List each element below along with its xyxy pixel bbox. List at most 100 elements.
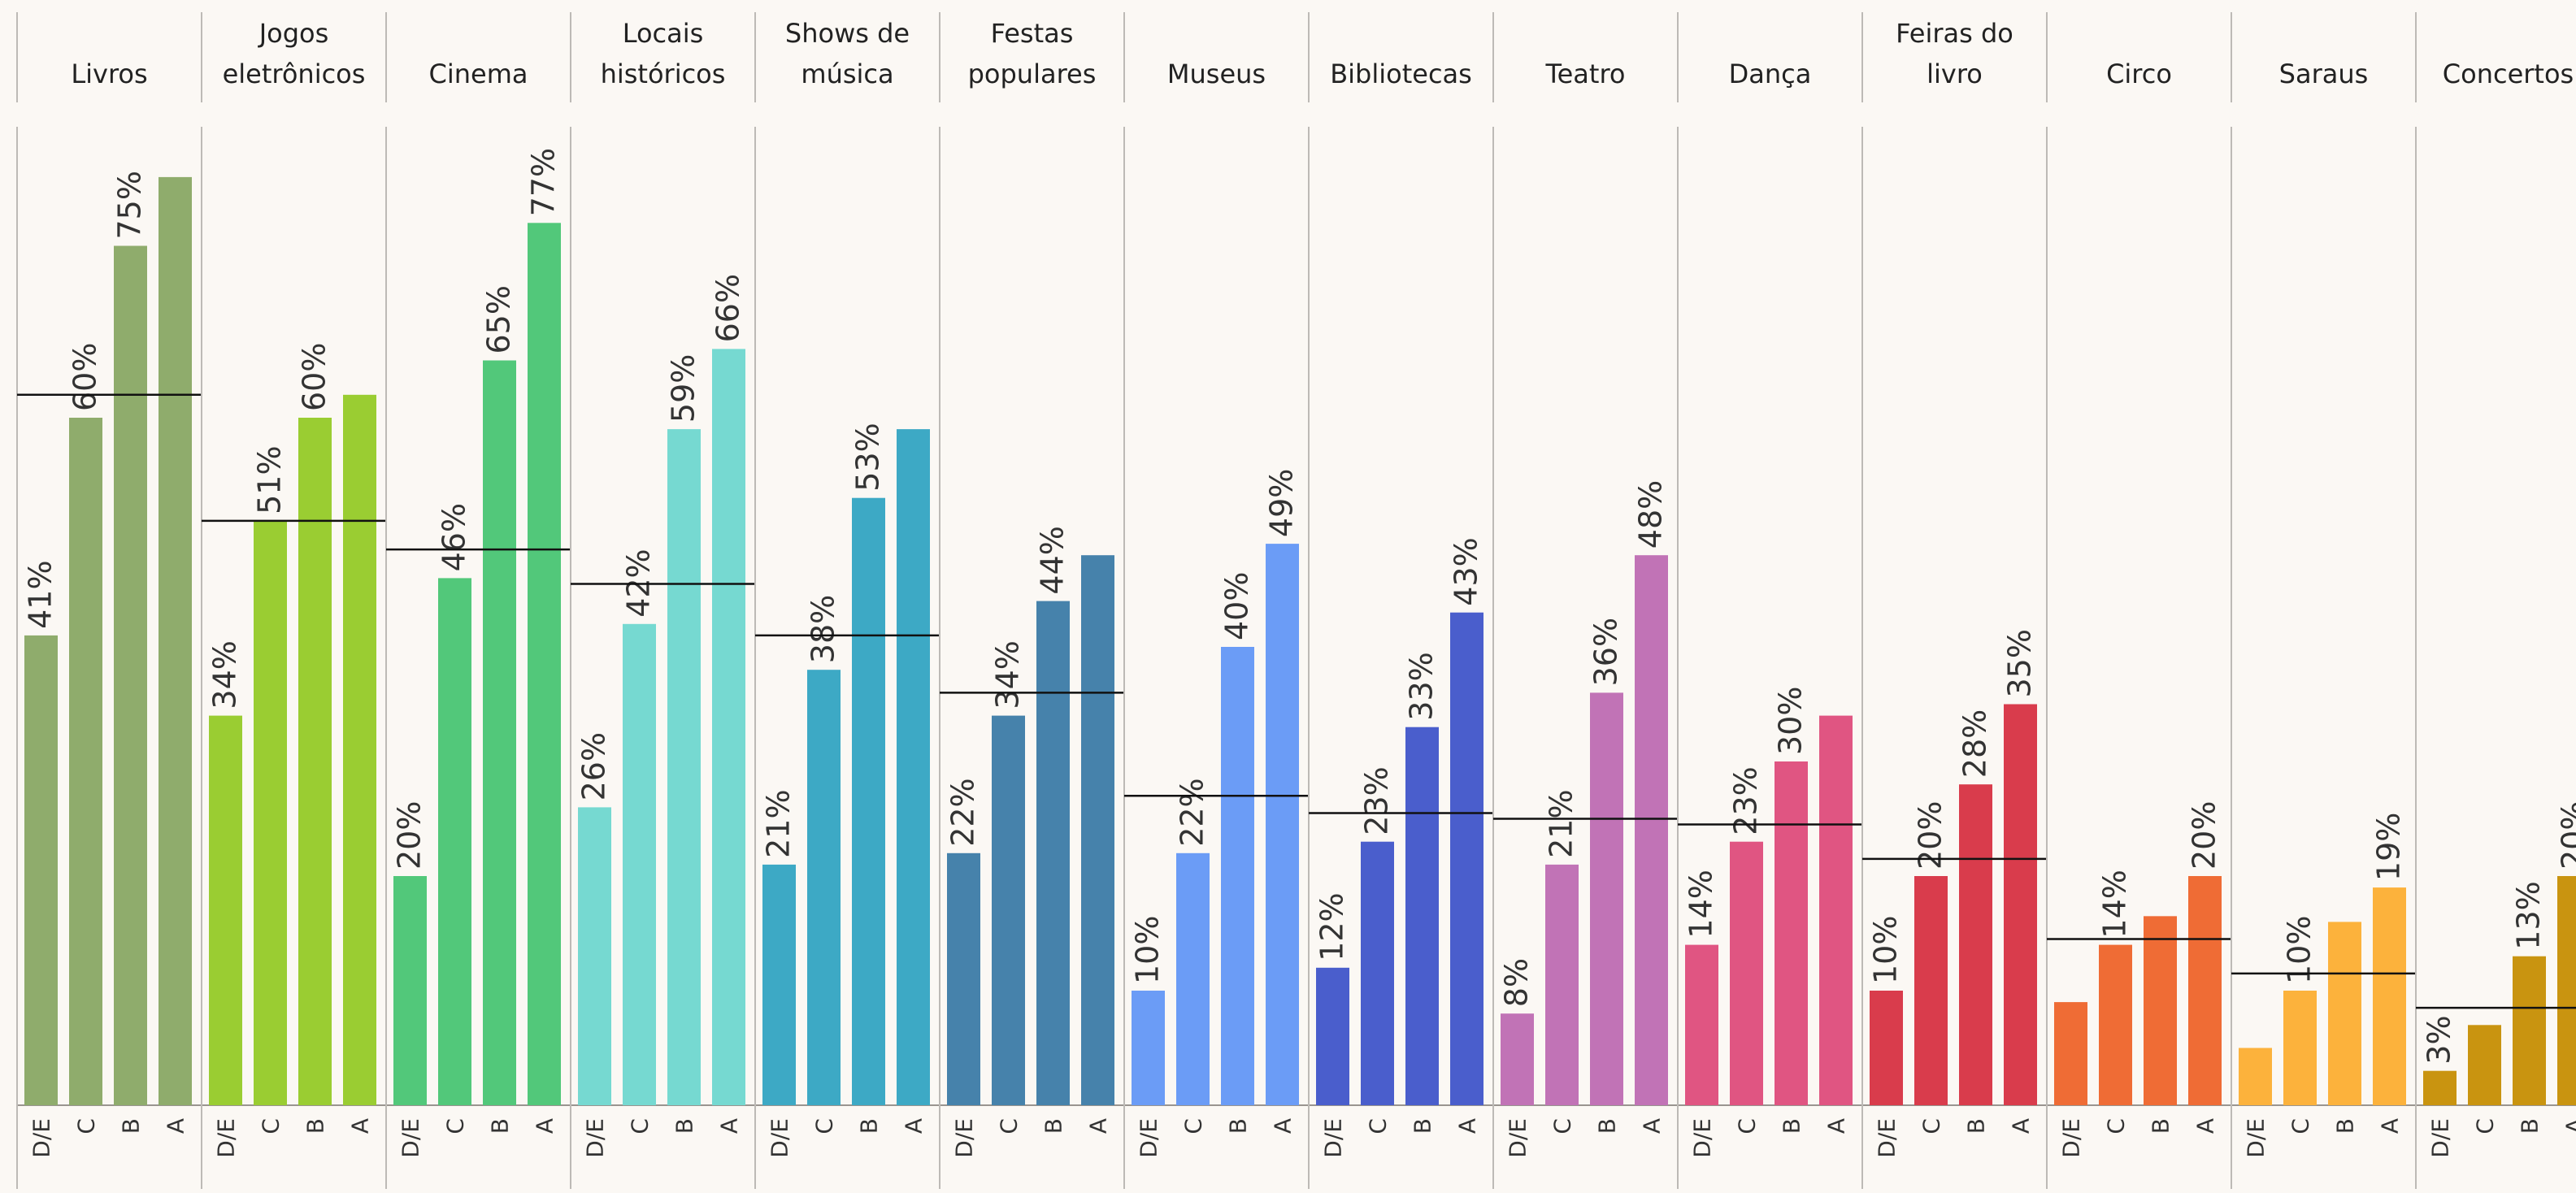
panel-title: Cinema	[429, 59, 528, 89]
data-label: 13%	[2511, 881, 2547, 949]
bar	[1501, 1013, 1534, 1105]
tick-label: C	[442, 1118, 469, 1134]
data-label: 28%	[1957, 709, 1993, 778]
tick-label: A	[1823, 1118, 1850, 1134]
panel-title-line: música	[801, 59, 893, 89]
tick-label: C	[1180, 1118, 1207, 1134]
bar	[2423, 1071, 2457, 1105]
data-label: 20%	[392, 801, 428, 870]
tick-label: C	[1549, 1118, 1576, 1134]
bar	[852, 498, 885, 1105]
data-label: 53%	[850, 423, 886, 491]
data-label: 66%	[710, 274, 746, 342]
data-label: 12%	[1314, 892, 1350, 961]
bar	[2468, 1025, 2501, 1105]
bar	[1036, 601, 1070, 1105]
tick-label: D/E	[1136, 1118, 1162, 1158]
tick-label: C	[1734, 1118, 1761, 1134]
bar	[2328, 922, 2361, 1105]
data-label: 14%	[2097, 870, 2133, 938]
data-label: 35%	[2002, 629, 2038, 697]
bar	[159, 177, 192, 1105]
bar	[483, 361, 516, 1106]
panel-title-line: livro	[1927, 59, 1983, 89]
bar	[1870, 991, 1903, 1105]
bar	[1266, 544, 1299, 1105]
panel-title-line: Feiras do	[1896, 18, 2013, 49]
panel-title: Bibliotecas	[1330, 59, 1472, 89]
bar	[1959, 784, 1992, 1105]
tick-label: C	[73, 1118, 100, 1134]
bar	[2099, 945, 2132, 1105]
tick-label: D/E	[2058, 1118, 2085, 1158]
tick-label: A	[1270, 1118, 1297, 1134]
tick-label: D/E	[1874, 1118, 1901, 1158]
data-label: 77%	[526, 148, 562, 216]
tick-label: B	[1040, 1118, 1067, 1134]
tick-label: C	[2103, 1118, 2130, 1134]
panel-title-line: Shows de	[785, 18, 910, 49]
bar	[2188, 876, 2222, 1105]
data-label: 14%	[1683, 870, 1719, 938]
tick-label: D/E	[1689, 1118, 1716, 1158]
panel-title: Dança	[1729, 59, 1812, 89]
tick-label: B	[671, 1118, 698, 1134]
data-label: 19%	[2371, 813, 2407, 881]
tick-label: D/E	[1505, 1118, 1531, 1158]
data-label: 48%	[1633, 480, 1669, 549]
tick-label: A	[2008, 1118, 2035, 1134]
bar	[1081, 555, 1114, 1105]
panel-title-line: eletrônicos	[223, 59, 366, 89]
tick-label: D/E	[397, 1118, 424, 1158]
bar	[1590, 692, 1623, 1105]
bar	[578, 807, 611, 1105]
tick-label: B	[1779, 1118, 1805, 1134]
panel-title: Circo	[2106, 59, 2172, 89]
tick-label: C	[2472, 1118, 2499, 1134]
tick-label: A	[2561, 1118, 2576, 1134]
tick-label: C	[627, 1118, 654, 1134]
data-label: 44%	[1035, 526, 1071, 594]
panel-title-line: Festas	[991, 18, 1074, 49]
data-label: 40%	[1219, 572, 1255, 640]
bar	[528, 223, 561, 1105]
panel-title-line: históricos	[601, 59, 726, 89]
data-label: 26%	[576, 732, 612, 800]
bar	[2513, 957, 2546, 1105]
data-label: 23%	[1359, 766, 1395, 835]
bar	[807, 670, 841, 1105]
bar	[1914, 876, 1948, 1105]
tick-label: D/E	[28, 1118, 55, 1158]
data-label: 34%	[207, 640, 243, 709]
tick-label: D/E	[2243, 1118, 2270, 1158]
data-label: 43%	[1449, 537, 1484, 605]
bar	[2373, 887, 2406, 1105]
data-label: 3%	[2422, 1015, 2457, 1064]
bar	[1450, 613, 1483, 1105]
bar	[1316, 968, 1349, 1105]
data-label: 49%	[1264, 469, 1300, 537]
data-label: 51%	[252, 445, 288, 514]
tick-label: C	[258, 1118, 285, 1134]
panel-title-line: populares	[968, 59, 1097, 89]
data-label: 21%	[1544, 789, 1579, 857]
bar	[897, 429, 930, 1105]
bar	[2054, 1002, 2087, 1105]
data-label: 38%	[806, 595, 841, 663]
bar	[2557, 876, 2576, 1105]
bar	[667, 429, 701, 1105]
data-label: 22%	[1175, 778, 1210, 846]
bar	[343, 395, 376, 1105]
tick-label: A	[347, 1118, 374, 1134]
bar	[1545, 865, 1579, 1105]
bar	[114, 246, 147, 1106]
tick-label: A	[716, 1118, 743, 1134]
data-label: 33%	[1404, 652, 1440, 720]
data-label: 20%	[2187, 801, 2222, 870]
bar	[623, 624, 656, 1105]
bar	[2004, 705, 2037, 1106]
tick-label: B	[302, 1118, 329, 1134]
bar	[1635, 555, 1668, 1105]
